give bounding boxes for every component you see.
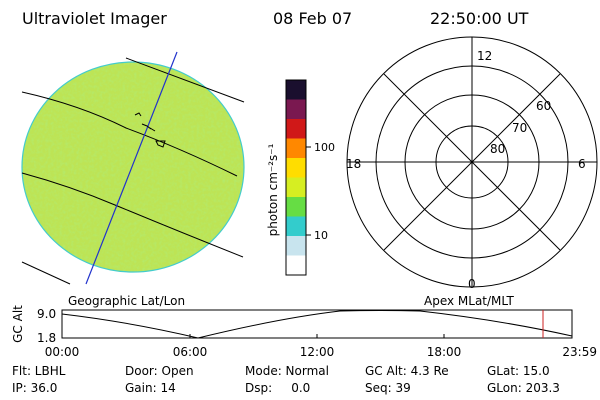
colorbar-tick-label-100: 100 (314, 141, 335, 154)
globe-texture (22, 62, 244, 272)
mlat-label-80: 80 (490, 142, 505, 156)
island-outline (141, 123, 152, 130)
colorbar-frame (285, 79, 307, 276)
gc-alt-status: GC Alt: 4.3 Re (365, 364, 449, 378)
colorbar-unit-label: photon cm⁻²s⁻¹ (266, 143, 280, 236)
seq-status: Seq: 39 (365, 381, 411, 395)
gain-status: Gain: 14 (125, 381, 176, 395)
polar-caption: Apex MLat/MLT (424, 294, 514, 308)
x-tick-label-1800: 18:00 (427, 345, 462, 359)
altitude-y-tick-max: 9.0 (37, 307, 56, 321)
door-status: Door: Open (125, 364, 194, 378)
image-time: 22:50:00 UT (430, 9, 529, 28)
latitude-line (21, 172, 244, 258)
mlt-line-diagonal (383, 73, 561, 251)
altitude-curve (61, 310, 573, 339)
colorbar-band (286, 255, 306, 276)
altitude-x-ticks (189, 334, 445, 338)
colorbar: 100 10 photon cm⁻²s⁻¹ (266, 79, 335, 276)
mlat-label-60: 60 (536, 99, 551, 113)
mlt-label-6: 6 (578, 157, 586, 171)
latitude-line (21, 91, 238, 177)
mlt-label-0: 0 (468, 277, 476, 291)
dsp-status: Dsp: 0.0 (245, 381, 311, 395)
colorbar-band (286, 119, 306, 139)
mlat-label-70: 70 (512, 121, 527, 135)
colorbar-band (286, 236, 306, 256)
latitude-line (21, 261, 71, 285)
ip-status: IP: 36.0 (12, 381, 58, 395)
colorbar-band (286, 99, 306, 120)
globe-limb (21, 61, 245, 273)
x-tick-label-2359: 23:59 (562, 345, 597, 359)
glon-status: GLon: 203.3 (487, 381, 560, 395)
x-tick-label-0000: 00:00 (45, 345, 80, 359)
colorbar-band (286, 138, 306, 159)
filter-status: Flt: LBHL (12, 364, 66, 378)
colorbar-tick-label-10: 10 (314, 229, 328, 242)
longitude-line (85, 51, 178, 285)
colorbar-band (286, 177, 306, 198)
glat-status: GLat: 15.0 (487, 364, 550, 378)
colorbar-band (286, 216, 306, 237)
colorbar-bands (286, 80, 306, 276)
colorbar-band (286, 158, 306, 178)
instrument-title: Ultraviolet Imager (22, 9, 167, 28)
altitude-y-tick-min: 1.8 (37, 331, 56, 345)
island-outline (155, 140, 166, 148)
globe-image (21, 51, 245, 285)
mode-status: Mode: Normal (245, 364, 329, 378)
island-outline (149, 127, 156, 132)
altitude-plot: GC Alt 9.0 1.8 00:00 06:00 12:00 18:00 2… (11, 305, 597, 359)
image-date: 08 Feb 07 (273, 9, 353, 28)
island-outline (134, 112, 142, 117)
colorbar-band (286, 197, 306, 217)
x-tick-label-0600: 06:00 (173, 345, 208, 359)
altitude-axis-title: GC Alt (11, 305, 25, 343)
polar-plot: 12 18 6 0 60 70 80 (346, 36, 598, 291)
x-tick-label-1200: 12:00 (300, 345, 335, 359)
globe-caption: Geographic Lat/Lon (68, 294, 185, 308)
latitude-line (125, 57, 245, 103)
mlt-label-12: 12 (477, 49, 492, 63)
colorbar-band (286, 80, 306, 100)
mlt-label-18: 18 (346, 157, 361, 171)
